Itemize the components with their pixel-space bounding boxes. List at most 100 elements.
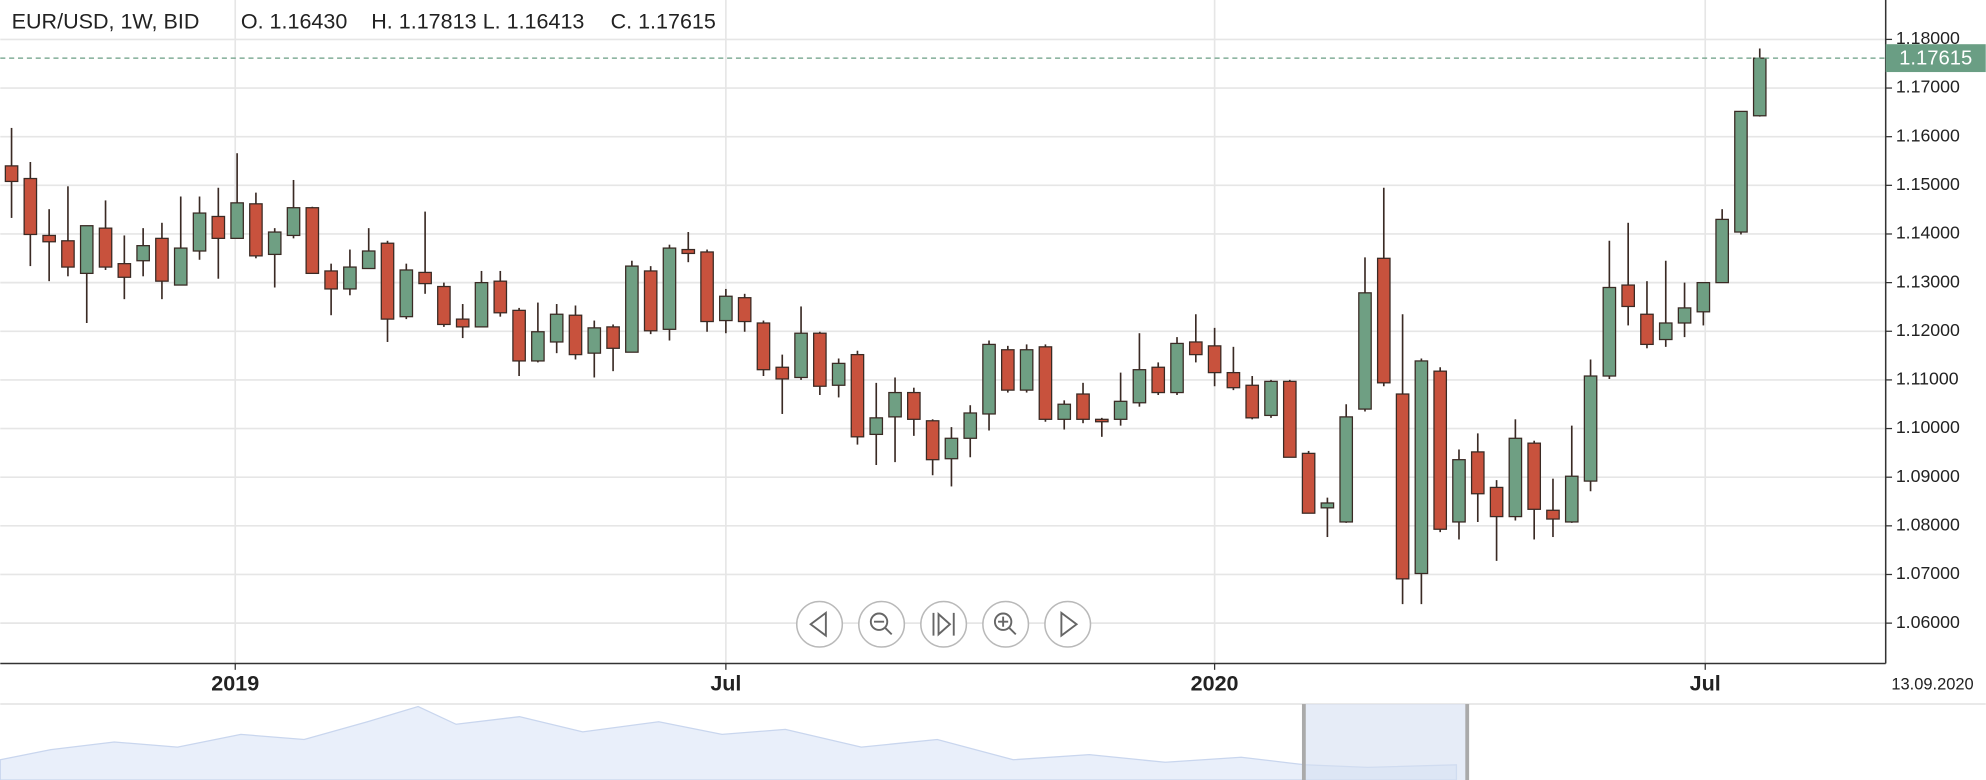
y-tick-label: 1.11000 bbox=[1896, 369, 1959, 389]
candle-body bbox=[888, 391, 902, 418]
candle-body bbox=[1057, 403, 1072, 420]
candle-body bbox=[474, 281, 489, 328]
candle-body bbox=[1752, 57, 1767, 117]
candle-body bbox=[324, 270, 338, 290]
candle-body bbox=[305, 207, 320, 275]
candle-body bbox=[1414, 360, 1429, 575]
candle-body bbox=[1000, 349, 1015, 391]
candle-body bbox=[719, 295, 733, 322]
candle-body bbox=[794, 332, 808, 379]
candle-body bbox=[925, 420, 940, 461]
ohlc-close: C. 1.17615 bbox=[611, 9, 716, 33]
navigator-area bbox=[0, 705, 1458, 780]
candle-body bbox=[1602, 286, 1617, 377]
x-tick-label: Jul bbox=[1690, 672, 1721, 696]
candle-body bbox=[775, 366, 790, 380]
candle-body bbox=[1320, 502, 1335, 509]
candle-body bbox=[493, 280, 508, 314]
navigator-handle[interactable] bbox=[1465, 704, 1470, 780]
y-tick-label: 1.10000 bbox=[1896, 417, 1960, 437]
navigator-selection[interactable] bbox=[1304, 704, 1467, 780]
candle-body bbox=[1564, 475, 1579, 523]
candle-body bbox=[1282, 380, 1297, 458]
y-tick-label: 1.13000 bbox=[1896, 271, 1960, 291]
candle-body bbox=[249, 203, 263, 257]
candle-body bbox=[531, 331, 545, 362]
candle-body bbox=[606, 326, 620, 349]
scroll-left-button[interactable] bbox=[795, 600, 844, 648]
y-tick-label: 1.15000 bbox=[1896, 174, 1960, 194]
candle-body bbox=[512, 309, 526, 362]
candle-body bbox=[380, 242, 395, 320]
zoom-out-button[interactable] bbox=[858, 600, 906, 648]
candle-body bbox=[549, 313, 564, 343]
candle-body bbox=[136, 245, 150, 262]
y-tick-label: 1.08000 bbox=[1896, 515, 1960, 535]
candle-body bbox=[662, 247, 677, 330]
y-tick-label: 1.09000 bbox=[1896, 466, 1960, 486]
candle-body bbox=[418, 271, 432, 285]
navigator[interactable] bbox=[0, 703, 1986, 780]
candle-body bbox=[907, 391, 921, 420]
candle-body bbox=[1076, 393, 1090, 420]
candle-body bbox=[831, 362, 846, 386]
candle-body bbox=[756, 322, 771, 371]
candle-body bbox=[4, 165, 19, 183]
candle-body bbox=[1245, 384, 1260, 419]
candle-body bbox=[568, 314, 583, 356]
candle-body bbox=[61, 240, 75, 268]
scroll-right-button[interactable] bbox=[1044, 600, 1092, 648]
candle-body bbox=[211, 215, 226, 239]
candle-body bbox=[1677, 307, 1692, 324]
y-tick-label: 1.07000 bbox=[1896, 563, 1960, 583]
candle-body bbox=[267, 231, 282, 256]
y-tick-label: 1.18000 bbox=[1896, 28, 1960, 48]
candle-body bbox=[361, 250, 376, 270]
candle-body bbox=[700, 251, 714, 323]
navigator-handle[interactable] bbox=[1301, 704, 1306, 780]
candle-body bbox=[1527, 442, 1542, 510]
zoom-in-button[interactable] bbox=[982, 600, 1030, 648]
candle-body bbox=[1734, 110, 1748, 233]
candle-body bbox=[1489, 486, 1504, 518]
candle-body bbox=[1264, 380, 1278, 417]
candles bbox=[4, 48, 1767, 605]
candle-body bbox=[1395, 393, 1410, 580]
candle-body bbox=[643, 270, 658, 332]
last-price-tag bbox=[1885, 44, 1986, 73]
candle-body bbox=[1470, 451, 1485, 495]
candle-body bbox=[1546, 509, 1560, 520]
candle-body bbox=[1640, 313, 1654, 346]
candle-body bbox=[1151, 366, 1166, 394]
grid bbox=[0, 0, 1886, 664]
candle-body bbox=[1715, 218, 1729, 284]
candle-body bbox=[286, 207, 301, 237]
candle-body bbox=[1094, 418, 1109, 423]
navigation-buttons bbox=[795, 600, 1092, 648]
reset-button[interactable] bbox=[920, 600, 968, 648]
candle-body bbox=[1038, 346, 1053, 420]
header: EUR/USD, 1W, BID O. 1.16430 H. 1.17813 L… bbox=[12, 9, 716, 33]
candle-body bbox=[1226, 371, 1241, 389]
y-tick-label: 1.16000 bbox=[1896, 125, 1960, 145]
ohlc-low: L. 1.16413 bbox=[483, 9, 585, 33]
candle-body bbox=[982, 343, 996, 415]
candle-body bbox=[681, 248, 696, 255]
candle-body bbox=[1583, 375, 1598, 482]
candle-body bbox=[79, 225, 94, 275]
range-end-date: 13.09.2020 bbox=[1891, 675, 1973, 693]
candle-body bbox=[1452, 459, 1466, 523]
candle-body bbox=[1658, 322, 1673, 341]
candle-body bbox=[1376, 257, 1391, 384]
candle-body bbox=[1207, 345, 1222, 374]
last-price-label: 1.17615 bbox=[1899, 48, 1972, 70]
candle-body bbox=[343, 266, 357, 290]
candle-body bbox=[587, 327, 602, 354]
ohlc-open: O. 1.16430 bbox=[241, 9, 347, 33]
candle-body bbox=[869, 417, 884, 436]
candle-body bbox=[1358, 292, 1372, 410]
candle-body bbox=[1508, 437, 1523, 518]
candle-body bbox=[1696, 281, 1711, 313]
candle-body bbox=[23, 177, 38, 236]
